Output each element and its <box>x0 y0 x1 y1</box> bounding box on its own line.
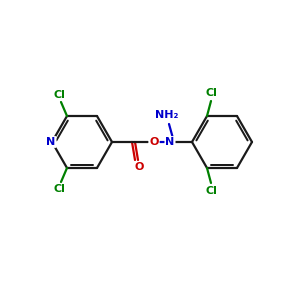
Text: NH₂: NH₂ <box>155 110 179 120</box>
Text: Cl: Cl <box>205 186 217 196</box>
Text: N: N <box>46 137 56 147</box>
Text: Cl: Cl <box>205 88 217 98</box>
Text: Cl: Cl <box>53 184 65 194</box>
Text: Cl: Cl <box>53 90 65 100</box>
Text: O: O <box>149 137 159 147</box>
Text: N: N <box>165 137 175 147</box>
Text: O: O <box>134 162 144 172</box>
